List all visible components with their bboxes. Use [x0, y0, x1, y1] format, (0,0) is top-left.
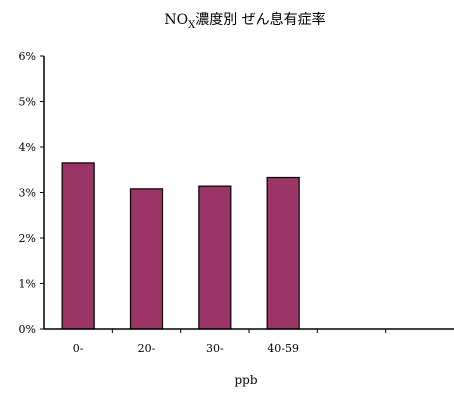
bar	[266, 176, 300, 330]
y-tick-label: 4%	[19, 141, 36, 154]
x-tick-label: 30-	[206, 342, 224, 355]
y-tick-label: 5%	[19, 96, 36, 109]
chart-title-suffix: 濃度別 ぜん息有症率	[195, 11, 325, 28]
plot-area: 0% 1% 2% 3% 4% 5% 6% 0- 20- 30- 40-59	[19, 50, 454, 355]
bar	[129, 188, 164, 330]
y-tick-label: 0%	[19, 323, 36, 336]
bar	[198, 185, 232, 330]
x-tick-label: 0-	[73, 342, 84, 355]
y-tick-label: 1%	[19, 278, 36, 291]
x-tick-label: 40-59	[267, 342, 299, 355]
chart-title: NOX濃度別 ぜん息有症率	[164, 11, 325, 31]
y-tick-label: 2%	[19, 232, 36, 245]
bar	[61, 162, 95, 330]
y-tick-label: 6%	[19, 50, 36, 63]
chart-title-subscript: X	[188, 20, 196, 31]
y-tick-label: 3%	[19, 187, 36, 200]
chart-title-prefix: NO	[164, 12, 188, 28]
x-tick-label: 20-	[138, 342, 156, 355]
x-axis-label: ppb	[234, 373, 257, 387]
